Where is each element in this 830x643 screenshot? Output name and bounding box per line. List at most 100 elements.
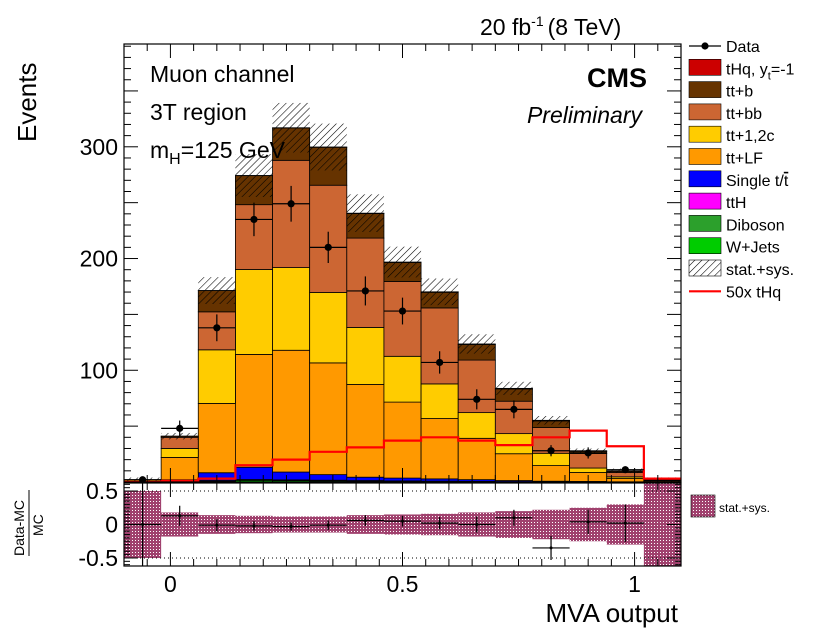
ratio-point [401, 519, 404, 523]
bar-tt-lf [197, 403, 236, 474]
status-label: Preliminary [527, 102, 644, 128]
ratio-point [252, 524, 256, 528]
legend-label-text: tHq, y [726, 61, 768, 78]
data-point [436, 358, 444, 367]
ratio-y-tick-label: 0 [105, 512, 118, 538]
legend-label-rest: =-1 [771, 61, 795, 78]
uncertainty-band [309, 123, 347, 171]
data-point [361, 287, 369, 295]
uncertainty-band [532, 416, 570, 425]
lumi-label: 20 fb-1 (8 TeV) [480, 13, 621, 40]
data-point [213, 324, 221, 332]
legend-swatch-W+Jets [688, 237, 722, 254]
bar-tt-lf [420, 418, 459, 480]
legend-data-marker [701, 42, 709, 50]
legend-label-sub: t [768, 70, 771, 82]
ratio-point [363, 518, 367, 522]
ratio-uncertainty-band [532, 509, 570, 540]
ratio-point [438, 521, 442, 525]
bar-tt-lf [160, 457, 199, 481]
legend-swatch-ttH [688, 192, 722, 210]
bar-tt-lf [272, 349, 311, 473]
legend-swatch-tHq-yt-1 [688, 58, 722, 76]
legend-label-Diboson: Diboson [726, 217, 785, 234]
main-plot-area: 100 200 300 [80, 43, 682, 484]
uncertainty-band [346, 194, 384, 232]
legend-label-text: ttH [726, 195, 746, 212]
ratio-plot-area: 0.5 0 -0.5 0 0.5 1 [78, 478, 682, 597]
bar-tt-lf [346, 384, 385, 478]
bar-tt-lf [309, 362, 348, 476]
legend-swatch-tt-12c [688, 125, 722, 143]
bar-tt-lf [494, 453, 533, 481]
x-tick-label: 0.5 [387, 571, 419, 597]
data-point [547, 447, 555, 455]
y-axis-title: Events [12, 63, 42, 143]
bar-single-top [346, 476, 385, 481]
data-point [584, 449, 592, 457]
legend-swatch-tt-b [688, 81, 722, 98]
uncertainty-band [383, 246, 422, 278]
legend-label-uncertainty: stat.+sys. [726, 262, 794, 279]
signal-50x-thq-line [124, 429, 681, 484]
legend-label-single-top: Single t/t [726, 173, 789, 190]
bar-tt-12c [272, 267, 311, 351]
legend-swatch-Diboson [688, 215, 722, 232]
ratio-point [326, 523, 330, 527]
bar-tt-lf [606, 478, 645, 483]
higgs-mass-m: m [150, 137, 169, 163]
legend-swatch-uncertainty [688, 259, 722, 277]
ratio-y-title-denominator: MC [30, 514, 46, 536]
bar-tt-lf [532, 465, 571, 482]
lumi-exponent: -1 [531, 13, 544, 29]
bar-single-top [309, 474, 348, 481]
ratio-point [549, 546, 553, 550]
legend-label-tt-12c: tt+1,2c [726, 128, 774, 145]
legend-swatch-tt-bb [688, 103, 722, 121]
legend-label-text: tt+bb [726, 106, 762, 123]
uncertainty-band [495, 381, 533, 395]
region-label: 3T region [150, 99, 247, 125]
ratio-point [215, 523, 219, 527]
bar-tt-12c [234, 269, 273, 355]
bar-tt-12c [494, 433, 533, 455]
data-point [621, 466, 629, 474]
ratio-point [623, 521, 627, 525]
legend-label-tHq-yt-1: tHq, yt=-1 [726, 61, 795, 82]
bar-tt-12c [383, 355, 422, 403]
legend-label-W+Jets: W+Jets [726, 240, 780, 257]
ratio-point [512, 516, 516, 520]
x-axis-title: MVA output [546, 598, 679, 628]
bar-tt-12c [160, 448, 199, 458]
uncertainty-band [198, 277, 236, 304]
legend-label-bar: t [784, 173, 789, 190]
x-tick-label: 0 [164, 571, 177, 597]
bar-tt-12c [569, 467, 608, 473]
experiment-label: CMS [587, 63, 647, 93]
legend-label-ttH: ttH [726, 195, 746, 212]
bar-tt-lf [234, 353, 273, 468]
channel-label: Muon channel [150, 61, 295, 87]
legend-label-tt-lf: tt+LF [726, 151, 763, 168]
bar-single-top [234, 466, 273, 480]
bar-tt-12c [309, 292, 348, 364]
uncertainty-band [235, 154, 273, 197]
bar-tt-12c [457, 412, 496, 439]
uncertainty-band [272, 102, 310, 153]
data-point [510, 405, 518, 413]
legend-swatch-tt-lf [688, 148, 722, 165]
data-point [398, 307, 407, 315]
legend-label-text: W+Jets [726, 240, 780, 257]
ratio-point [178, 514, 182, 518]
legend-swatch-single-top [688, 170, 722, 188]
ratio-y-title-numerator: Data-MC [11, 500, 27, 556]
bar-tt-lf [457, 437, 496, 481]
legend-label-tt-b: tt+b [726, 84, 753, 101]
higgs-mass-sub: H [169, 151, 181, 168]
lumi-value: 20 fb [480, 14, 531, 40]
higgs-mass-label: mH=125 GeV [150, 137, 286, 168]
ratio-point [289, 525, 293, 529]
y-tick-label: 300 [80, 134, 118, 160]
